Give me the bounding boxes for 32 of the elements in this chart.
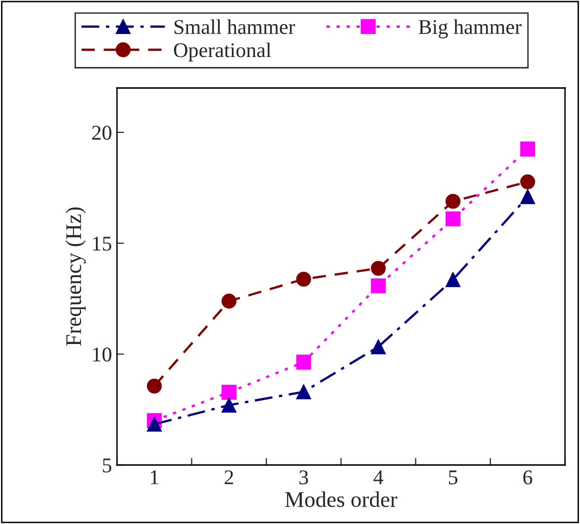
x-tick-label: 1 bbox=[150, 470, 158, 484]
point bbox=[222, 294, 236, 309]
point bbox=[222, 384, 236, 400]
point bbox=[520, 142, 536, 156]
y-tick-label: 10 bbox=[93, 347, 112, 362]
x-axis-title: Modes order bbox=[285, 491, 398, 508]
y-tick-label: 5 bbox=[102, 458, 112, 472]
x-tick-label: 5 bbox=[449, 470, 458, 484]
y-tick-label: 15 bbox=[93, 236, 112, 251]
point bbox=[296, 272, 312, 287]
point bbox=[446, 194, 460, 209]
point bbox=[520, 189, 536, 204]
point bbox=[370, 339, 386, 354]
point bbox=[520, 174, 536, 190]
point bbox=[296, 354, 312, 370]
x-tick-label: 3 bbox=[299, 470, 308, 484]
x-tick-label: 2 bbox=[224, 470, 234, 484]
point bbox=[222, 398, 236, 413]
point bbox=[370, 260, 386, 276]
point bbox=[446, 272, 460, 288]
legend-label: Small hammer bbox=[174, 19, 296, 34]
point bbox=[370, 278, 386, 294]
point bbox=[146, 378, 162, 394]
x-tick-label: 6 bbox=[523, 470, 532, 484]
point bbox=[296, 384, 312, 400]
legend-label: Big hammer bbox=[418, 19, 522, 38]
y-axis-title: Frequency (Hz) bbox=[66, 207, 86, 346]
legend-label: Operational bbox=[174, 42, 272, 62]
point bbox=[446, 211, 460, 226]
y-tick-label: 20 bbox=[92, 126, 112, 140]
x-tick-label: 4 bbox=[374, 470, 384, 484]
point bbox=[146, 416, 162, 432]
